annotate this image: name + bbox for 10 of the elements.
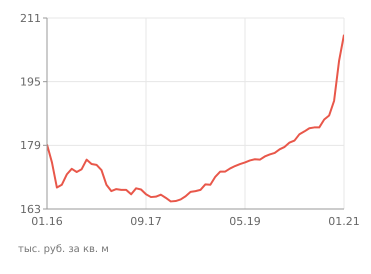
y-tick-label: 195 <box>20 76 41 89</box>
x-tick-label: 01.21 <box>328 214 360 228</box>
x-tick-label: 01.16 <box>31 214 63 228</box>
y-tick-label: 211 <box>20 12 41 25</box>
text: тыс. руб. за кв. м <box>18 244 109 255</box>
y-tick-label: 163 <box>20 202 41 216</box>
y-tick-label: 179 <box>20 139 41 152</box>
line-series <box>47 34 344 202</box>
x-tick-label: 09.17 <box>130 214 162 228</box>
x-tick-label: 05.19 <box>229 214 261 228</box>
